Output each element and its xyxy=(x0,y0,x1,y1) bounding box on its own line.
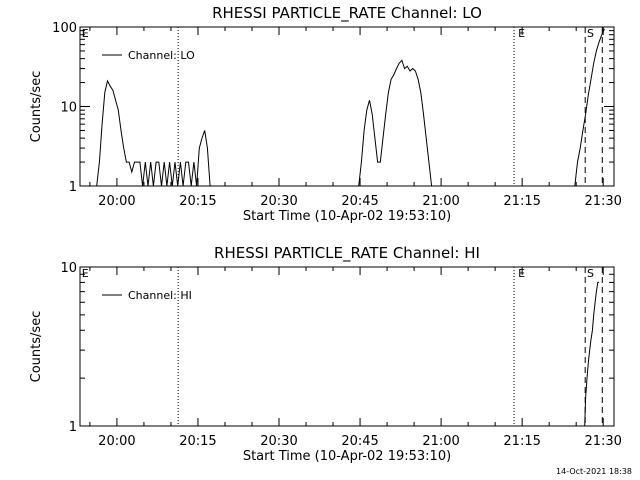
panel-lo: RHESSI PARTICLE_RATE Channel: LO 20:00 20:… xyxy=(29,4,622,224)
x-tick-label: 20:45 xyxy=(341,194,378,209)
chart-title: RHESSI PARTICLE_RATE Channel: LO xyxy=(212,4,482,23)
axes-frame xyxy=(79,266,615,427)
x-tick-label: 21:15 xyxy=(503,194,540,209)
legend-label: Channel: HI xyxy=(128,289,192,302)
x-tick-label: 21:15 xyxy=(503,434,540,449)
x-axis-label: Start Time (10-Apr-02 19:53:10) xyxy=(243,449,451,464)
x-tick-label: 21:30 xyxy=(584,434,621,449)
marker-letter: E xyxy=(82,27,89,40)
plot-timestamp: 14-Oct-2021 18:38 xyxy=(556,467,632,476)
x-tick-label: 21:00 xyxy=(422,194,459,209)
x-tick-label: 20:30 xyxy=(260,194,297,209)
x-tick-label: 20:45 xyxy=(341,434,378,449)
y-tick-label: 10 xyxy=(60,101,77,116)
x-tick-label: 21:30 xyxy=(584,194,621,209)
x-tick-label: 21:00 xyxy=(422,434,459,449)
marker-letter: S xyxy=(587,267,594,280)
x-axis-label: Start Time (10-Apr-02 19:53:10) xyxy=(243,209,451,224)
x-tick-label: 20:00 xyxy=(98,434,135,449)
x-tick-label: 20:15 xyxy=(179,434,216,449)
chart-title: RHESSI PARTICLE_RATE Channel: HI xyxy=(214,244,480,263)
marker-letter: E xyxy=(518,267,525,280)
y-tick-label: 1 xyxy=(69,180,77,195)
series-line xyxy=(584,281,600,427)
panel-hi: RHESSI PARTICLE_RATE Channel: HI 20:00 20:… xyxy=(29,244,622,464)
y-axis-label: Counts/sec xyxy=(29,311,44,383)
series-line xyxy=(96,28,605,187)
y-tick-label: 1 xyxy=(69,420,77,435)
y-tick-label: 10 xyxy=(60,261,77,276)
x-tick-label: 20:00 xyxy=(98,194,135,209)
y-axis-label: Counts/sec xyxy=(29,71,44,143)
marker-letter: E xyxy=(518,27,525,40)
marker-letter: E xyxy=(82,267,89,280)
x-tick-label: 20:30 xyxy=(260,434,297,449)
x-tick-label: 20:15 xyxy=(179,194,216,209)
marker-letter: S xyxy=(587,27,594,40)
y-tick-label: 100 xyxy=(52,21,77,36)
legend-label: Channel: LO xyxy=(128,49,195,62)
